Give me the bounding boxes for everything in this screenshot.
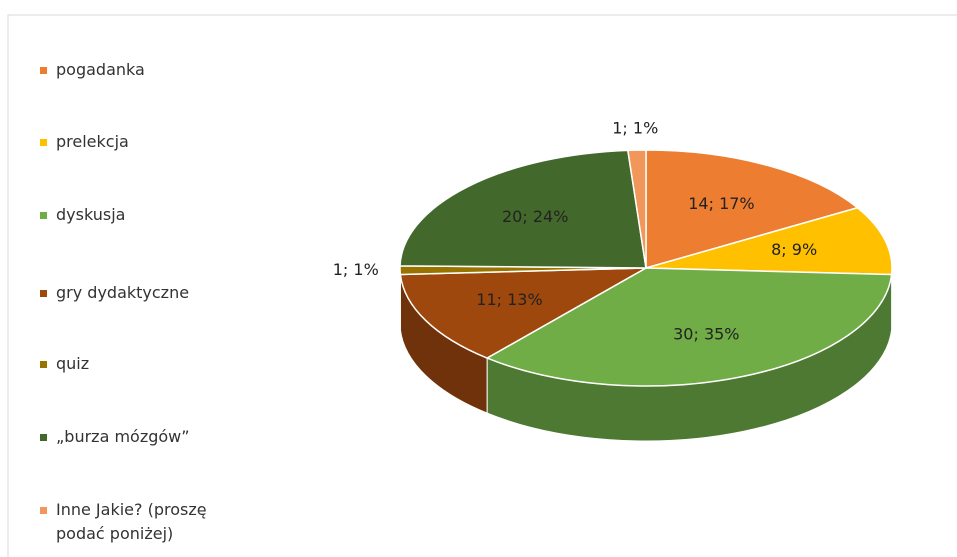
legend-label: gry dydaktyczne [56, 283, 190, 302]
legend-label: prelekcja [56, 132, 129, 151]
legend-swatch [40, 361, 47, 368]
legend-label: pogadanka [56, 60, 145, 79]
legend-item: „burza mózgów” [40, 425, 210, 449]
data-label: 14; 17% [688, 194, 754, 213]
legend-label: dyskusja [56, 205, 126, 224]
slice [626, 149, 647, 269]
legend-label: quiz [56, 354, 90, 373]
legend-item: prelekcja [40, 130, 210, 154]
slice [645, 149, 860, 269]
data-label: 1; 1% [612, 118, 658, 137]
data-label: 1; 1% [333, 260, 379, 279]
data-label: 30; 35% [673, 325, 739, 344]
legend-label: Inne Jakie? (proszę podać poniżej) [56, 500, 207, 543]
legend-label: „burza mózgów” [56, 427, 190, 446]
legend-swatch [40, 290, 47, 297]
data-label: 20; 24% [502, 207, 568, 226]
data-label: 8; 9% [771, 240, 817, 259]
legend-swatch [40, 212, 47, 219]
data-label: 11; 13% [476, 290, 542, 309]
slice [399, 267, 647, 359]
legend-swatch [40, 67, 47, 74]
legend-item: gry dydaktyczne [40, 281, 210, 305]
legend-item: pogadanka [40, 58, 210, 82]
slice [645, 206, 893, 276]
legend-item: Inne Jakie? (proszę podać poniżej) [40, 498, 210, 546]
chart-border [7, 14, 957, 557]
legend-item: dyskusja [40, 203, 210, 227]
slice [399, 149, 647, 269]
legend-swatch [40, 139, 47, 146]
legend-swatch [40, 434, 47, 441]
legend-swatch [40, 507, 47, 514]
slice [485, 267, 893, 387]
legend-item: quiz [40, 352, 210, 376]
